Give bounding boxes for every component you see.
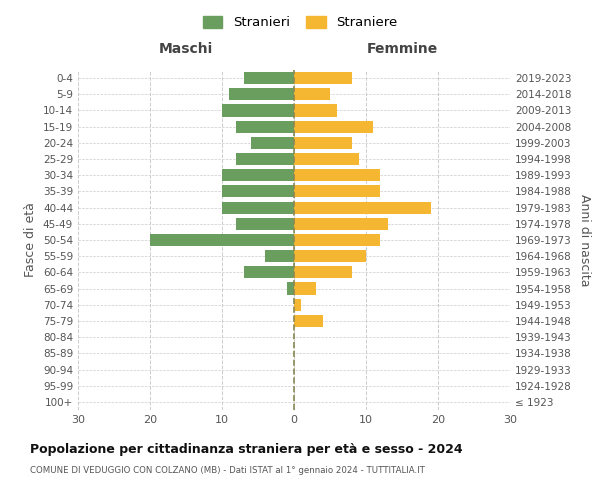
Bar xyxy=(222,202,294,213)
Y-axis label: Anni di nascita: Anni di nascita xyxy=(578,194,591,286)
Bar xyxy=(294,104,337,117)
Bar xyxy=(236,218,294,230)
Text: Popolazione per cittadinanza straniera per età e sesso - 2024: Popolazione per cittadinanza straniera p… xyxy=(30,442,463,456)
Bar xyxy=(294,153,359,165)
Bar xyxy=(294,202,431,213)
Bar xyxy=(294,186,380,198)
Bar xyxy=(287,282,294,294)
Bar xyxy=(236,120,294,132)
Bar xyxy=(222,169,294,181)
Bar xyxy=(150,234,294,246)
Y-axis label: Fasce di età: Fasce di età xyxy=(25,202,37,278)
Text: Femmine: Femmine xyxy=(367,42,437,56)
Text: Maschi: Maschi xyxy=(159,42,213,56)
Bar xyxy=(222,104,294,117)
Bar xyxy=(294,120,373,132)
Legend: Stranieri, Straniere: Stranieri, Straniere xyxy=(196,9,404,36)
Bar xyxy=(244,266,294,278)
Bar xyxy=(244,72,294,84)
Bar xyxy=(294,250,366,262)
Bar xyxy=(265,250,294,262)
Bar xyxy=(236,153,294,165)
Bar xyxy=(294,137,352,149)
Bar xyxy=(294,169,380,181)
Text: COMUNE DI VEDUGGIO CON COLZANO (MB) - Dati ISTAT al 1° gennaio 2024 - TUTTITALIA: COMUNE DI VEDUGGIO CON COLZANO (MB) - Da… xyxy=(30,466,425,475)
Bar xyxy=(294,234,380,246)
Bar xyxy=(229,88,294,101)
Bar xyxy=(251,137,294,149)
Bar xyxy=(222,186,294,198)
Bar xyxy=(294,72,352,84)
Bar xyxy=(294,88,330,101)
Bar xyxy=(294,218,388,230)
Bar xyxy=(294,315,323,327)
Bar xyxy=(294,298,301,311)
Bar xyxy=(294,266,352,278)
Bar xyxy=(294,282,316,294)
